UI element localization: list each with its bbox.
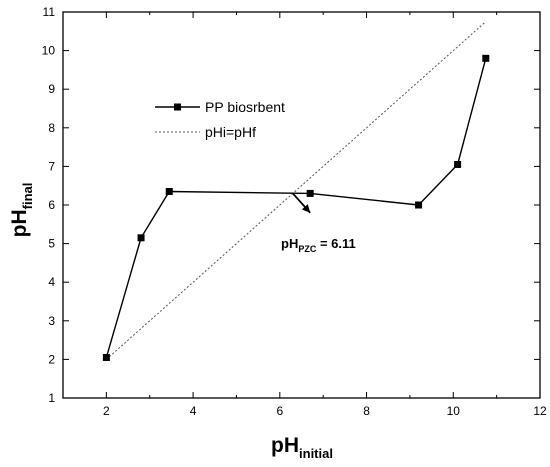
y-axis-title: pHfinal (8, 183, 35, 238)
y-tick-label: 9 (48, 82, 55, 96)
pzc-annotation-label: pHPZC = 6.11 (281, 236, 356, 254)
x-axis-title: pHinitial (271, 434, 333, 461)
y-tick-label: 7 (48, 159, 55, 173)
data-point-pp-biosrbent (306, 189, 314, 197)
x-axis-title-sub: initial (299, 446, 333, 461)
x-tick-label: 6 (276, 404, 283, 418)
series-layer (102, 21, 490, 361)
data-point-pp-biosrbent (165, 187, 173, 195)
y-axis-title-main: pH (8, 209, 31, 237)
y-tick-label: 10 (42, 44, 56, 58)
series-line-pp-biosrbent (105, 58, 487, 358)
x-tick-label: 2 (103, 404, 110, 418)
y-tick-label: 4 (48, 275, 55, 289)
x-tick-label: 8 (363, 404, 370, 418)
x-tick-label: 10 (447, 404, 461, 418)
y-tick-label: 1 (48, 391, 55, 405)
data-point-pp-biosrbent (137, 234, 145, 242)
pzc-label-sub: PZC (298, 244, 317, 254)
data-point-pp-biosrbent (482, 54, 490, 62)
legend: PP biosrbent pHi=pHf (155, 99, 285, 140)
annotation-layer: pHPZC = 6.11 (281, 192, 356, 254)
legend-label-pp-biosrbent: PP biosrbent (205, 99, 285, 115)
x-tick-label: 12 (533, 404, 547, 418)
y-tick-label: 11 (43, 5, 56, 19)
y-axis-title-sub: final (20, 183, 35, 210)
x-axis-title-main: pH (271, 434, 299, 457)
legend-label-pHi-pHf: pHi=pHf (205, 124, 256, 140)
plot-frame (62, 11, 541, 399)
y-tick-label: 3 (48, 314, 55, 328)
data-point-pp-biosrbent (102, 353, 110, 361)
y-tick-label: 5 (48, 237, 55, 251)
legend-marker-pp-biosrbent (174, 103, 181, 111)
series-line-pHi-pHf (106, 21, 487, 360)
data-point-pp-biosrbent (415, 201, 423, 209)
pzc-arrow-head (301, 204, 311, 213)
pzc-label-main: pH (281, 236, 298, 251)
y-tick-label: 6 (48, 198, 55, 212)
y-tick-label: 2 (48, 352, 55, 366)
x-tick-label: 4 (190, 404, 197, 418)
y-tick-label: 8 (48, 121, 55, 135)
pzc-label-value: = 6.11 (316, 236, 355, 251)
data-point-pp-biosrbent (454, 160, 462, 168)
